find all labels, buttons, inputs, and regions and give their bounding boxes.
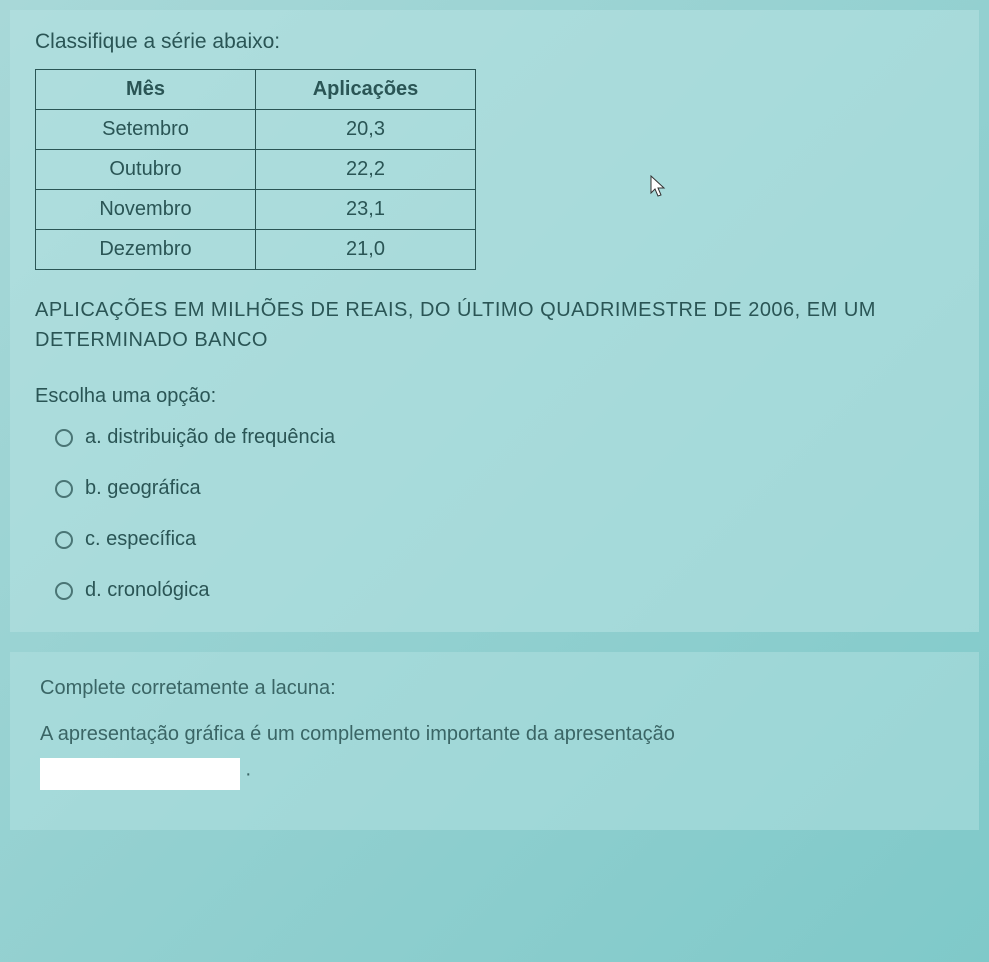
radio-b[interactable] bbox=[55, 480, 73, 498]
table-row: Dezembro 21,0 bbox=[36, 230, 476, 270]
table-row: Setembro 20,3 bbox=[36, 110, 476, 150]
table-header-month: Mês bbox=[36, 70, 256, 110]
question-1-block: Classifique a série abaixo: Mês Aplicaçõ… bbox=[10, 10, 979, 632]
option-b[interactable]: b. geográfica bbox=[35, 477, 954, 500]
table-cell-month: Outubro bbox=[36, 150, 256, 190]
table-cell-value: 23,1 bbox=[256, 190, 476, 230]
question-1-description: APLICAÇÕES EM MILHÕES DE REAIS, DO ÚLTIM… bbox=[35, 295, 954, 355]
question-1-prompt: Classifique a série abaixo: bbox=[35, 30, 954, 54]
table-header-row: Mês Aplicações bbox=[36, 70, 476, 110]
question-2-sentence: A apresentação gráfica é um complemento … bbox=[40, 718, 949, 790]
data-table: Mês Aplicações Setembro 20,3 Outubro 22,… bbox=[35, 69, 476, 270]
radio-c[interactable] bbox=[55, 531, 73, 549]
table-cell-value: 21,0 bbox=[256, 230, 476, 270]
table-row: Outubro 22,2 bbox=[36, 150, 476, 190]
radio-a[interactable] bbox=[55, 429, 73, 447]
option-b-label: b. geográfica bbox=[85, 477, 201, 500]
option-c[interactable]: c. específica bbox=[35, 528, 954, 551]
question-2-block: Complete corretamente a lacuna: A aprese… bbox=[10, 652, 979, 830]
option-a-label: a. distribuição de frequência bbox=[85, 426, 335, 449]
table-row: Novembro 23,1 bbox=[36, 190, 476, 230]
question-2-intro: Complete corretamente a lacuna: bbox=[40, 677, 949, 700]
table-cell-value: 22,2 bbox=[256, 150, 476, 190]
table-cell-value: 20,3 bbox=[256, 110, 476, 150]
table-cell-month: Dezembro bbox=[36, 230, 256, 270]
option-d-label: d. cronológica bbox=[85, 579, 210, 602]
table-cell-month: Novembro bbox=[36, 190, 256, 230]
radio-d[interactable] bbox=[55, 582, 73, 600]
option-c-label: c. específica bbox=[85, 528, 196, 551]
blank-input[interactable] bbox=[40, 758, 240, 790]
table-header-value: Aplicações bbox=[256, 70, 476, 110]
option-a[interactable]: a. distribuição de frequência bbox=[35, 426, 954, 449]
choose-label: Escolha uma opção: bbox=[35, 385, 954, 408]
option-d[interactable]: d. cronológica bbox=[35, 579, 954, 602]
table-cell-month: Setembro bbox=[36, 110, 256, 150]
